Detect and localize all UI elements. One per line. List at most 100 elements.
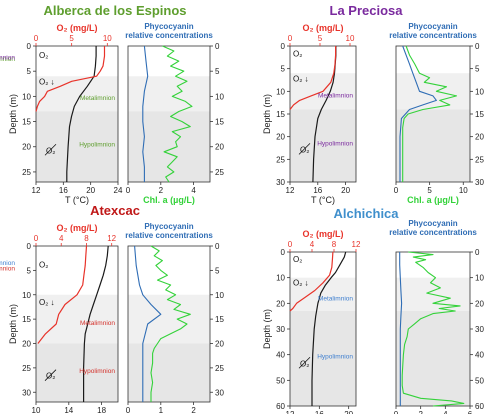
layer-band [396, 109, 470, 182]
y-tick-label: 10 [22, 92, 31, 101]
layer-band [290, 109, 356, 182]
o2-label: O₂ [293, 50, 302, 59]
epilimnion-label: Epilimnion [0, 260, 15, 267]
y-tick-label: 5 [27, 266, 32, 275]
oxygen-profile [35, 46, 106, 112]
layer-band [36, 76, 118, 112]
x-tick-label: 16 [315, 410, 324, 414]
y-tick-label-right: 25 [215, 168, 224, 177]
top-x-tick-label: 4 [59, 234, 64, 243]
layer-band [290, 46, 356, 74]
layer-band [396, 252, 470, 278]
y-tick-label-right: 30 [475, 325, 484, 334]
o2-decreasing-label: O₂ ↓ [293, 279, 309, 288]
top-x-tick-label: 0 [288, 34, 293, 43]
y-tick-label-right: 25 [475, 155, 484, 164]
chart-title: Atexcac [90, 203, 140, 218]
y-tick-label-right: 20 [215, 340, 224, 349]
x-tick-label: 18 [97, 406, 106, 414]
chart-title: Alberca de los Espinos [43, 3, 186, 18]
y-tick-label: 0 [27, 242, 32, 251]
y-tick-label-right: 5 [215, 67, 220, 76]
y-tick-label: 15 [276, 110, 285, 119]
x-tick-label-chl: 0 [394, 186, 399, 195]
y-tick-label: 0 [27, 42, 32, 51]
o2-decreasing-label: O₂ ↓ [293, 75, 309, 84]
epilimnion-label: Epilimnion [0, 265, 15, 272]
anoxia-strike-icon [298, 143, 311, 155]
anoxia-label: O₂ [46, 146, 55, 155]
y-tick-label: 10 [22, 291, 31, 300]
y-tick-label-right: 15 [215, 315, 224, 324]
x-tick-label-chl: 0 [394, 410, 399, 414]
y-tick-label: 5 [281, 65, 286, 74]
top-x-axis-label-oxygen: O₂ (mg/L) [303, 23, 344, 33]
top-x-tick-label: 5 [69, 34, 74, 43]
y-axis-label: Depth (m) [262, 94, 272, 134]
oxygen-profile [289, 251, 334, 312]
temperature-profile [82, 245, 109, 402]
phycocyanin-title: relative concentrations [389, 31, 477, 40]
x-tick-label: 20 [341, 186, 350, 195]
layer-band [128, 111, 210, 182]
y-axis-label: Depth (m) [262, 309, 272, 349]
y-tick-label-right: 10 [475, 87, 484, 96]
x-tick-label: 12 [286, 410, 295, 414]
metalimnion-label: Metalimnion [318, 92, 353, 99]
x-tick-label-chl: 0 [126, 186, 131, 195]
anoxia-strike-icon [44, 369, 57, 381]
top-x-tick-label: 0 [34, 34, 39, 43]
phycocyanin-title: Phycocyanin [408, 219, 457, 228]
y-tick-label: 25 [276, 155, 285, 164]
phycocyanin-title: Phycocyanin [408, 22, 457, 31]
chlorophyll-profile [162, 45, 193, 183]
y-tick-label: 10 [276, 87, 285, 96]
y-tick-label: 10 [276, 274, 285, 283]
x-tick-label-chl: 4 [191, 186, 196, 195]
x-tick-label: 12 [32, 186, 41, 195]
o2-decreasing-label: O₂ ↓ [39, 78, 55, 87]
layer-band [396, 311, 470, 406]
x-tick-label: 10 [32, 406, 41, 414]
x-tick-label-chl: 2 [159, 186, 164, 195]
x-tick-label: 16 [313, 186, 322, 195]
phycocyanin-profile [142, 45, 149, 182]
x-tick-label: 16 [59, 186, 68, 195]
phycocyanin-title: Phycocyanin [144, 222, 193, 231]
phycocyanin-profile [399, 45, 437, 182]
y-tick-label-right: 25 [215, 364, 224, 373]
y-tick-label-right: 5 [475, 65, 480, 74]
x-tick-label: 20 [344, 410, 353, 414]
layer-band [128, 76, 210, 112]
y-axis-label: Depth (m) [8, 304, 18, 344]
oxygen-profile [289, 46, 337, 110]
y-tick-label-right: 20 [475, 299, 484, 308]
x-axis-label-temperature: T (°C) [311, 195, 335, 205]
x-axis-label-chlorophyll: Chl. a (µg/L) [407, 195, 459, 205]
o2-decreasing-label: O₂ ↓ [39, 298, 55, 307]
top-x-tick-label: 10 [346, 34, 355, 43]
anoxia-strike-icon [298, 356, 311, 369]
y-tick-label: 30 [276, 325, 285, 334]
chlorophyll-profile [150, 245, 191, 402]
anoxia-label: O₂ [46, 372, 55, 381]
o2-label: O₂ [39, 51, 48, 60]
top-x-axis-label-oxygen: O₂ (mg/L) [57, 223, 98, 233]
chlorophyll-profile [402, 45, 458, 182]
top-x-tick-label: 8 [332, 240, 337, 249]
phycocyanin-title: relative concentrations [389, 228, 477, 237]
y-tick-label-right: 30 [475, 178, 484, 187]
anoxia-label: O₂ [300, 359, 309, 368]
y-tick-label: 30 [22, 388, 31, 397]
top-x-tick-label: 0 [34, 234, 39, 243]
x-tick-label-chl: 4 [443, 410, 448, 414]
y-tick-label-right: 15 [475, 110, 484, 119]
temperature-profile [311, 251, 347, 406]
y-tick-label: 40 [276, 351, 285, 360]
anoxia-strike-icon [44, 143, 57, 156]
y-tick-label-right: 0 [215, 242, 220, 251]
metalimnion-label: Metalimnion [318, 295, 353, 302]
x-tick-label: 20 [86, 186, 95, 195]
layer-band [128, 343, 210, 402]
